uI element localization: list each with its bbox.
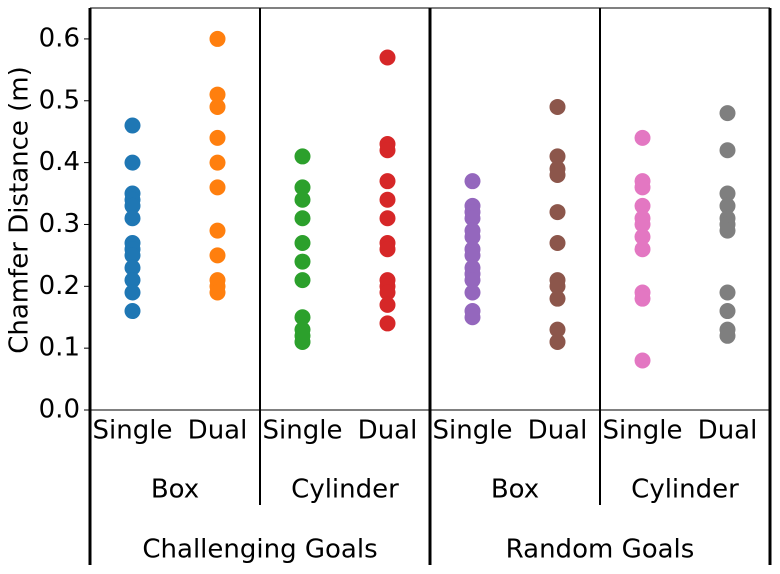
point (124, 247, 141, 264)
point (464, 210, 481, 227)
point (634, 228, 651, 245)
point (719, 284, 736, 301)
point (294, 235, 311, 252)
point (634, 241, 651, 258)
x-tick-label: Dual (698, 416, 758, 446)
group-label: Box (151, 475, 199, 505)
y-tick-label: 0.6 (39, 23, 80, 53)
point (549, 333, 566, 350)
point (379, 296, 396, 313)
point (209, 222, 226, 239)
point (209, 30, 226, 47)
point (379, 241, 396, 258)
point (124, 303, 141, 320)
point (124, 210, 141, 227)
x-tick-label: Single (603, 416, 683, 446)
group-label: Cylinder (631, 475, 739, 505)
x-tick-label: Dual (528, 416, 588, 446)
group-label: Box (491, 475, 539, 505)
x-tick-label: Dual (188, 416, 248, 446)
point (294, 309, 311, 326)
point (379, 142, 396, 159)
point (294, 333, 311, 350)
point (124, 117, 141, 134)
y-tick-label: 0.0 (39, 395, 80, 425)
x-tick-label: Single (93, 416, 173, 446)
x-tick-label: Dual (358, 416, 418, 446)
point (209, 129, 226, 146)
point (294, 179, 311, 196)
y-axis-label: Chamfer Distance (m) (5, 66, 35, 354)
point (719, 185, 736, 202)
y-tick-label: 0.1 (39, 333, 80, 363)
y-tick-label: 0.3 (39, 209, 80, 239)
supergroup-label: Random Goals (506, 535, 695, 565)
point (549, 290, 566, 307)
point (549, 321, 566, 338)
point (549, 235, 566, 252)
point (464, 272, 481, 289)
point (379, 284, 396, 301)
point (124, 272, 141, 289)
point (294, 253, 311, 270)
y-tick-label: 0.2 (39, 271, 80, 301)
y-tick-label: 0.4 (39, 147, 80, 177)
point (464, 228, 481, 245)
point (379, 315, 396, 332)
point (549, 148, 566, 165)
point (719, 303, 736, 320)
point (294, 148, 311, 165)
group-label: Cylinder (291, 475, 399, 505)
x-tick-label: Single (263, 416, 343, 446)
point (294, 191, 311, 208)
point (209, 247, 226, 264)
point (634, 216, 651, 233)
point (464, 284, 481, 301)
point (634, 179, 651, 196)
point (549, 166, 566, 183)
point (549, 98, 566, 115)
point (549, 204, 566, 221)
point (719, 327, 736, 344)
point (634, 197, 651, 214)
point (634, 352, 651, 369)
point (294, 210, 311, 227)
point (719, 142, 736, 159)
point (634, 290, 651, 307)
point (209, 179, 226, 196)
point (719, 222, 736, 239)
point (209, 284, 226, 301)
point (549, 278, 566, 295)
point (209, 154, 226, 171)
point (124, 259, 141, 276)
point (634, 129, 651, 146)
y-tick-label: 0.5 (39, 85, 80, 115)
point (124, 284, 141, 301)
x-tick-label: Single (433, 416, 513, 446)
point (719, 105, 736, 122)
point (209, 98, 226, 115)
point (379, 173, 396, 190)
point (124, 197, 141, 214)
point (464, 173, 481, 190)
point (209, 86, 226, 103)
point (379, 191, 396, 208)
point (379, 210, 396, 227)
point (464, 247, 481, 264)
point (379, 49, 396, 66)
point (124, 154, 141, 171)
supergroup-label: Challenging Goals (142, 535, 377, 565)
point (719, 197, 736, 214)
point (294, 272, 311, 289)
point (464, 309, 481, 326)
